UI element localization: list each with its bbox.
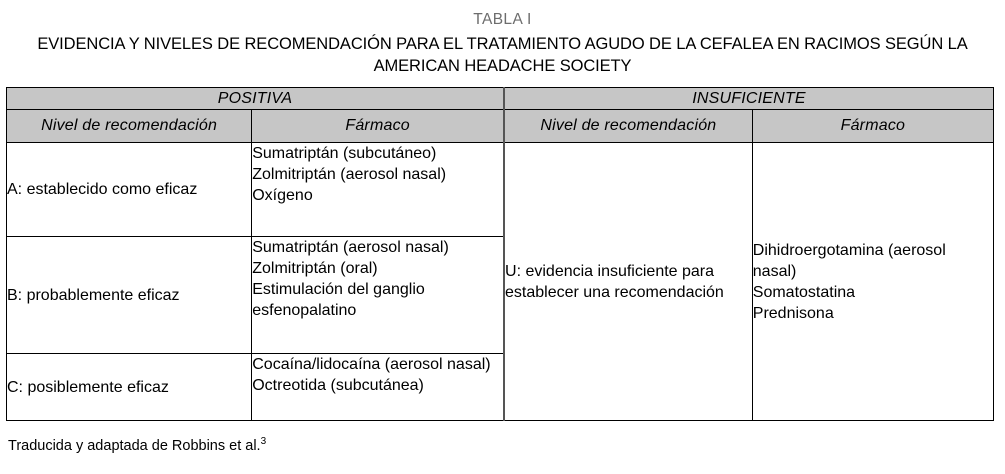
drug-list-b: Sumatriptán (aerosol nasal) Zolmitriptán… (252, 237, 503, 321)
column-header-farmaco-insuficiente: Fármaco (751, 109, 995, 143)
column-header-farmaco-positiva: Fármaco (251, 109, 506, 143)
group-header-insuficiente: INSUFICIENTE (503, 87, 995, 110)
level-cell-a: A: establecido como eficaz (5, 142, 253, 237)
drug-item: Zolmitriptán (aerosol nasal) (252, 166, 447, 183)
drug-item: Cocaína/lidocaína (aerosol nasal) (252, 356, 491, 373)
column-header-nivel-insuficiente: Nivel de recomendación (503, 109, 753, 143)
table-number-label: TABLA I (473, 11, 532, 28)
drug-item: Dihidroergotamina (aerosol nasal) (752, 241, 946, 280)
drug-item: Sumatriptán (aerosol nasal) (252, 239, 449, 256)
evidence-table: POSITIVA INSUFICIENTE Nivel de recomenda… (5, 87, 995, 421)
drug-item: Estimulación del ganglio esfenopalatino (252, 281, 425, 319)
drug-cell-b: Sumatriptán (aerosol nasal) Zolmitriptán… (251, 236, 506, 354)
level-cell-u: U: evidencia insuficiente para establece… (503, 142, 753, 421)
drug-cell-c: Cocaína/lidocaína (aerosol nasal) Octreo… (251, 353, 506, 421)
table-column-header-row: Nivel de recomendación Fármaco Nivel de … (5, 109, 995, 143)
column-header-nivel-positiva: Nivel de recomendación (5, 109, 253, 143)
drug-item: Octreotida (subcutánea) (252, 377, 424, 394)
table-row: A: establecido como eficaz Sumatriptán (… (5, 142, 995, 421)
drug-item: Oxígeno (252, 187, 313, 204)
drug-item: Somatostatina (752, 283, 856, 301)
drug-item: Prednisona (752, 304, 834, 322)
footnote-reference: 3 (260, 436, 267, 448)
level-cell-c: C: posiblemente eficaz (5, 353, 253, 421)
table-row: C: posiblemente eficaz Cocaína/lidocaína… (5, 353, 994, 421)
drug-list-u: Dihidroergotamina (aerosol nasal) Somato… (753, 240, 993, 324)
group-header-positiva: POSITIVA (6, 87, 506, 110)
drug-cell-a: Sumatriptán (subcutáneo) Zolmitriptán (a… (251, 142, 506, 237)
level-cell-b: B: probablemente eficaz (5, 236, 253, 354)
drug-list-c: Cocaína/lidocaína (aerosol nasal) Octreo… (252, 354, 503, 396)
table-footnote: Traducida y adaptada de Robbins et al.3 (8, 437, 266, 455)
drug-list-a: Sumatriptán (subcutáneo) Zolmitriptán (a… (252, 143, 503, 206)
table-group-header-row: POSITIVA INSUFICIENTE (6, 87, 995, 110)
table-title: EVIDENCIA Y NIVELES DE RECOMENDACIÓN PAR… (37, 35, 968, 75)
drug-item: Zolmitriptán (oral) (252, 260, 378, 277)
drug-item: Sumatriptán (subcutáneo) (252, 145, 437, 162)
table-row: B: probablemente eficaz Sumatriptán (aer… (5, 236, 994, 354)
footnote-text: Traducida y adaptada de Robbins et al. (8, 438, 261, 454)
drug-cell-u: Dihidroergotamina (aerosol nasal) Somato… (751, 142, 995, 421)
